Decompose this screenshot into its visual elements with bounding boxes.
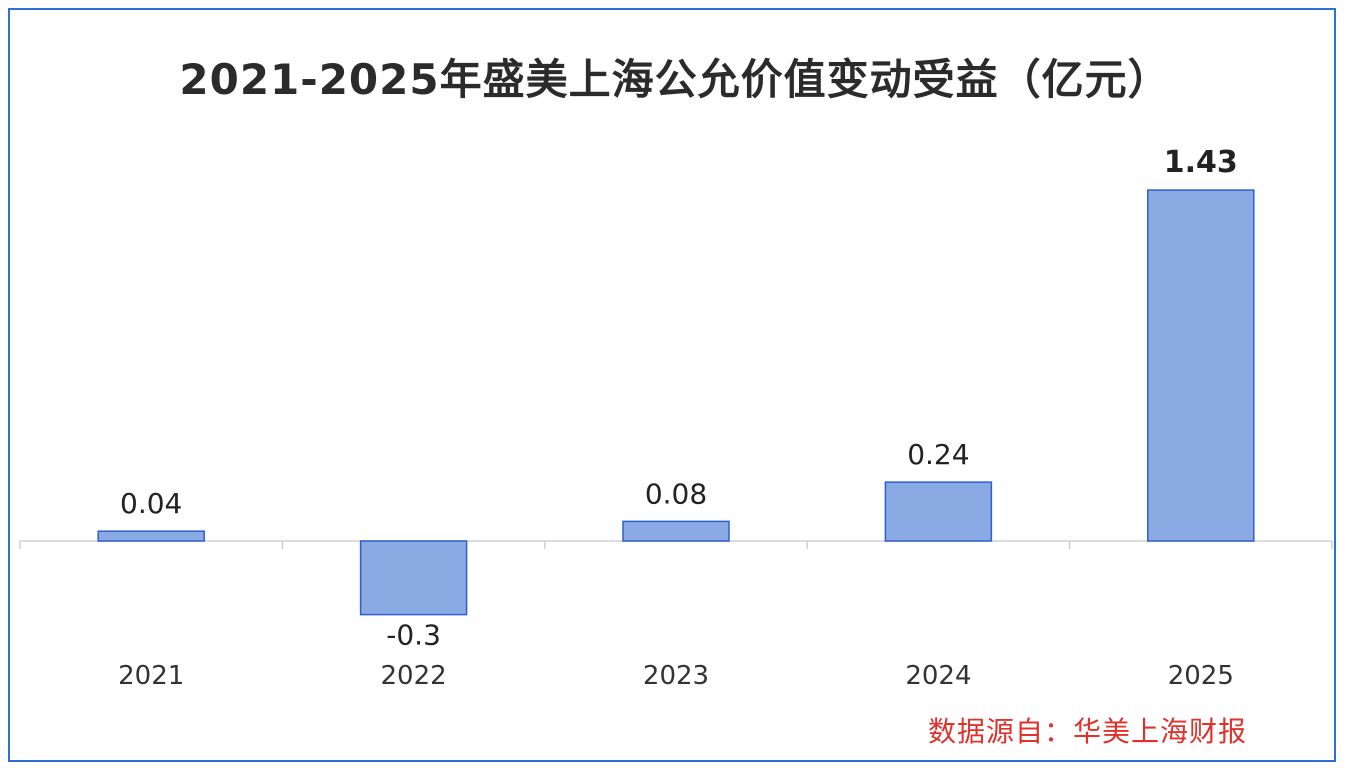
data-label-2022: -0.3 xyxy=(386,619,441,652)
data-label-2023: 0.08 xyxy=(645,477,707,510)
tick-label-layer: 2021 2022 2023 2024 2025 xyxy=(118,661,1234,691)
data-label-2025: 1.43 xyxy=(1164,145,1238,180)
bar-2025 xyxy=(1147,189,1255,542)
bar-2023 xyxy=(622,520,730,542)
data-label-2021: 0.04 xyxy=(120,487,182,520)
tick-label-2024: 2024 xyxy=(905,661,971,691)
bar-2021 xyxy=(97,530,205,542)
tick-label-2022: 2022 xyxy=(381,661,447,691)
source-note: 数据源自：华美上海财报 xyxy=(928,715,1248,748)
tick-label-2021: 2021 xyxy=(118,661,184,691)
tick-label-2023: 2023 xyxy=(643,661,709,691)
data-label-2024: 0.24 xyxy=(907,438,969,471)
tick-label-2025: 2025 xyxy=(1168,661,1234,691)
bar-2022 xyxy=(359,540,468,616)
chart-title: 2021-2025年盛美上海公允价值变动受益（亿元） xyxy=(179,55,1171,104)
bar-2024 xyxy=(884,481,993,542)
chart-frame xyxy=(8,8,1336,762)
data-label-layer: 0.04 -0.3 0.08 0.24 1.43 xyxy=(120,145,1238,652)
bar-layer xyxy=(97,189,1255,616)
axis-layer xyxy=(19,540,1333,549)
